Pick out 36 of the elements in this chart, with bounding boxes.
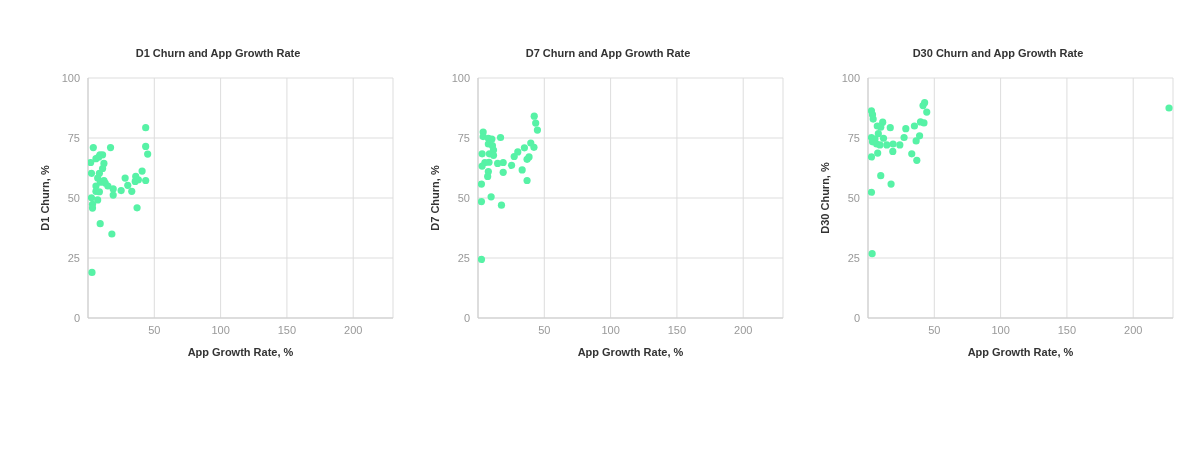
x-tick-label: 50 — [538, 323, 551, 336]
x-tick-label: 150 — [667, 323, 687, 336]
y-tick-label: 25 — [847, 251, 860, 264]
y-tick-label: 50 — [457, 191, 470, 204]
chart-title: D1 Churn and App Growth Rate — [134, 46, 302, 61]
x-tick-label: 100 — [601, 323, 620, 336]
x-tick-label: 100 — [991, 323, 1010, 336]
x-axis-title: App Growth Rate, % — [187, 346, 294, 358]
y-tick-label: 75 — [67, 131, 80, 144]
y-tick-label: 75 — [847, 131, 860, 144]
x-tick-label: 200 — [734, 323, 753, 336]
x-tick-label: 200 — [1124, 323, 1143, 336]
y-tick-label: 0 — [73, 311, 80, 324]
y-tick-label: 25 — [67, 251, 80, 264]
y-tick-label: 100 — [841, 71, 860, 84]
x-tick-label: 50 — [148, 323, 161, 336]
y-tick-label: 75 — [457, 131, 470, 144]
chart-title: D7 Churn and App Growth Rate — [524, 46, 692, 61]
x-tick-label: 200 — [344, 323, 363, 336]
y-tick-label: 100 — [61, 71, 80, 84]
x-axis-title: App Growth Rate, % — [967, 346, 1074, 358]
y-tick-label: 50 — [67, 191, 80, 204]
y-tick-label: 25 — [457, 251, 470, 264]
y-tick-label: 0 — [853, 311, 860, 324]
y-axis-title: D1 Churn, % — [38, 165, 51, 231]
x-tick-label: 100 — [211, 323, 230, 336]
y-tick-label: 100 — [451, 71, 470, 84]
y-axis-title: D30 Churn, % — [818, 162, 831, 234]
x-axis-title: App Growth Rate, % — [577, 346, 684, 358]
x-tick-label: 150 — [277, 323, 297, 336]
x-tick-label: 150 — [1057, 323, 1077, 336]
x-tick-label: 50 — [928, 323, 941, 336]
chart-title: D30 Churn and App Growth Rate — [911, 46, 1085, 61]
y-axis-title: D7 Churn, % — [428, 165, 441, 231]
y-tick-label: 0 — [463, 311, 470, 324]
y-tick-label: 50 — [847, 191, 860, 204]
